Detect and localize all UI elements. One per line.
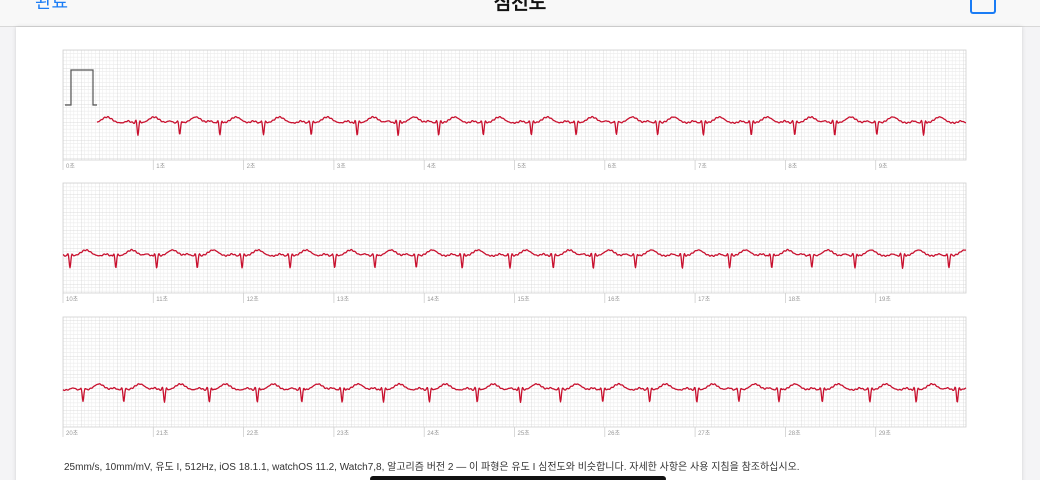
second-label: 0초 [66, 163, 75, 170]
second-label: 15초 [518, 296, 531, 303]
second-label: 2초 [247, 163, 256, 170]
second-label: 9초 [879, 163, 888, 170]
second-label: 22초 [247, 430, 260, 437]
second-label: 4초 [427, 163, 436, 170]
second-label: 27초 [698, 430, 711, 437]
ecg-trace [62, 382, 967, 404]
nav-bar: 완료 심전도 [0, 0, 1040, 27]
ecg-grid [62, 316, 967, 428]
second-label: 18초 [788, 296, 801, 303]
second-label: 19초 [879, 296, 892, 303]
nav-title: 심전도 [493, 0, 547, 14]
second-label: 8초 [788, 163, 797, 170]
second-label: 20초 [66, 430, 79, 437]
second-label: 17초 [698, 296, 711, 303]
ecg-trace [62, 248, 967, 269]
second-label: 13초 [337, 296, 350, 303]
second-label: 26초 [608, 430, 621, 437]
second-label: 21초 [156, 430, 169, 437]
second-label: 28초 [788, 430, 801, 437]
second-label: 23초 [337, 430, 350, 437]
second-label: 14초 [427, 296, 440, 303]
second-label: 11초 [156, 296, 168, 303]
footer-note: 25mm/s, 10mm/mV, 유도 I, 512Hz, iOS 18.1.1… [64, 462, 800, 473]
second-label: 25초 [518, 430, 531, 437]
second-label: 7초 [698, 163, 707, 170]
second-label: 1초 [156, 163, 165, 170]
second-label: 29초 [879, 430, 892, 437]
second-label: 10초 [66, 296, 79, 303]
share-button[interactable] [970, 0, 996, 14]
ecg-trace [96, 115, 967, 137]
second-label: 6초 [608, 163, 617, 170]
calibration-pulse [65, 69, 97, 106]
ecg-grid [62, 49, 967, 161]
home-indicator [370, 476, 666, 480]
second-label: 5초 [518, 163, 527, 170]
ecg-grid [62, 182, 967, 294]
second-label: 24초 [427, 430, 440, 437]
second-label: 16초 [608, 296, 621, 303]
done-button[interactable]: 완료 [35, 0, 69, 12]
second-label: 12초 [247, 296, 260, 303]
second-label: 3초 [337, 163, 346, 170]
